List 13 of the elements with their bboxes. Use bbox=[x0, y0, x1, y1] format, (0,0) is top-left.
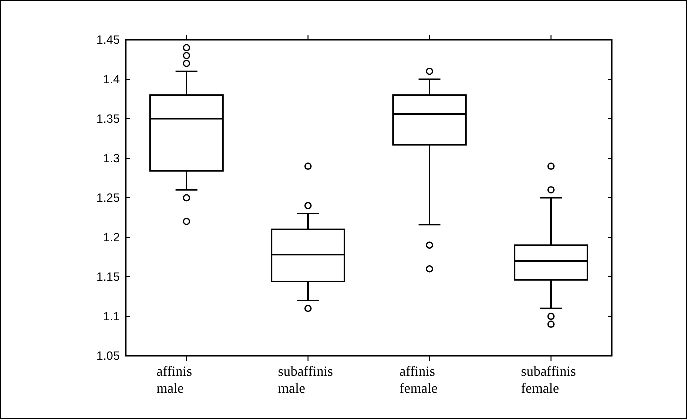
y-tick-label: 1.1 bbox=[103, 310, 120, 324]
y-tick-label: 1.15 bbox=[96, 270, 120, 284]
y-tick-label: 1.4 bbox=[103, 72, 120, 87]
x-tick-label: affinis female bbox=[400, 365, 438, 397]
y-tick-label: 1.45 bbox=[96, 33, 120, 48]
y-tick-label: 1.35 bbox=[96, 112, 120, 126]
y-tick-label: 1.3 bbox=[103, 152, 120, 166]
y-tick-label: 1.2 bbox=[103, 230, 120, 245]
x-tick-label: affinis male bbox=[156, 365, 192, 397]
y-tick-label: 1.25 bbox=[96, 191, 120, 206]
y-tick-label: 1.05 bbox=[96, 349, 120, 364]
x-tick-label: subaffinis female bbox=[521, 365, 576, 397]
x-tick-label: subaffinis male bbox=[278, 365, 334, 397]
